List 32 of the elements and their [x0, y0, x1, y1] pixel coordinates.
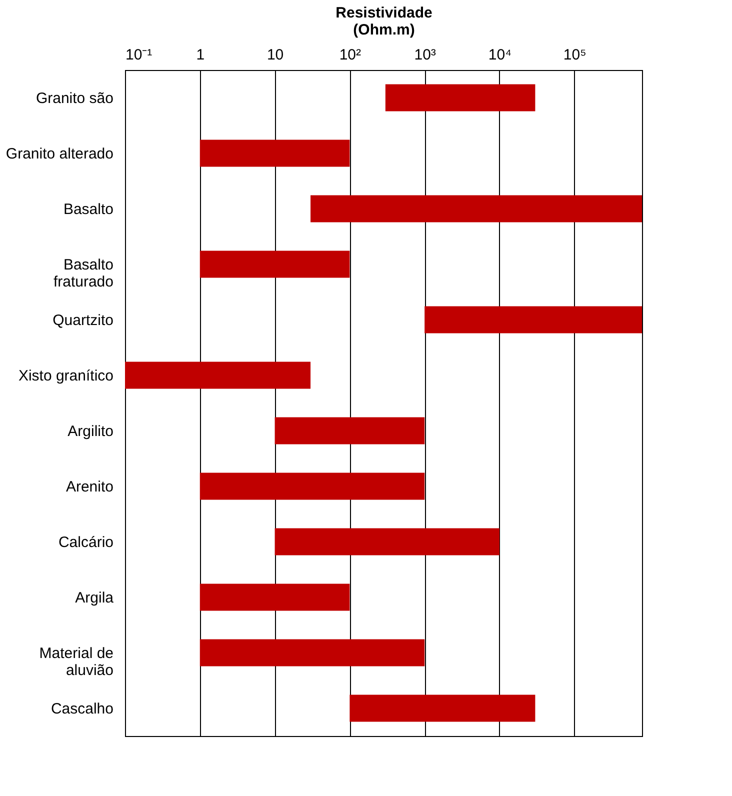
- y-tick-label: Granito são: [36, 90, 114, 107]
- bar: [350, 694, 536, 722]
- x-tick-label: 10²: [339, 46, 362, 64]
- bar: [274, 528, 500, 556]
- x-tick-label: 1: [196, 46, 205, 64]
- y-tick-label: Argila: [75, 589, 114, 606]
- bar: [200, 472, 425, 500]
- y-tick-label: Cascalho: [50, 700, 114, 718]
- y-tick-label: Quartzito: [52, 312, 114, 329]
- y-tick-label: Basalto: [63, 200, 114, 218]
- bar: [200, 140, 350, 167]
- bar: [310, 195, 642, 222]
- x-tick-label: 10⁻¹: [126, 46, 152, 64]
- y-tick-label: Calcário: [58, 534, 114, 551]
- y-tick-label: Arenito: [66, 478, 114, 496]
- bar: [385, 84, 536, 112]
- y-tick-label: Basalto fraturado: [53, 256, 114, 290]
- y-tick-label: Argilito: [68, 422, 114, 440]
- bar: [200, 250, 350, 278]
- x-tick-label: 10³: [414, 46, 436, 64]
- x-axis-title: Resistividade (Ohm.m): [336, 4, 432, 38]
- x-tick-label: 10⁵: [563, 46, 586, 64]
- bar: [424, 306, 642, 334]
- bar: [125, 362, 311, 389]
- x-tick-label: 10⁴: [488, 46, 512, 64]
- bar: [200, 639, 425, 666]
- x-tick-label: 10: [266, 46, 284, 64]
- y-tick-label: Material de aluvião: [39, 644, 114, 679]
- y-tick-label: Xisto granítico: [18, 367, 114, 384]
- y-tick-label: Granito alterado: [6, 145, 114, 162]
- bar: [274, 417, 425, 444]
- bar: [200, 584, 350, 611]
